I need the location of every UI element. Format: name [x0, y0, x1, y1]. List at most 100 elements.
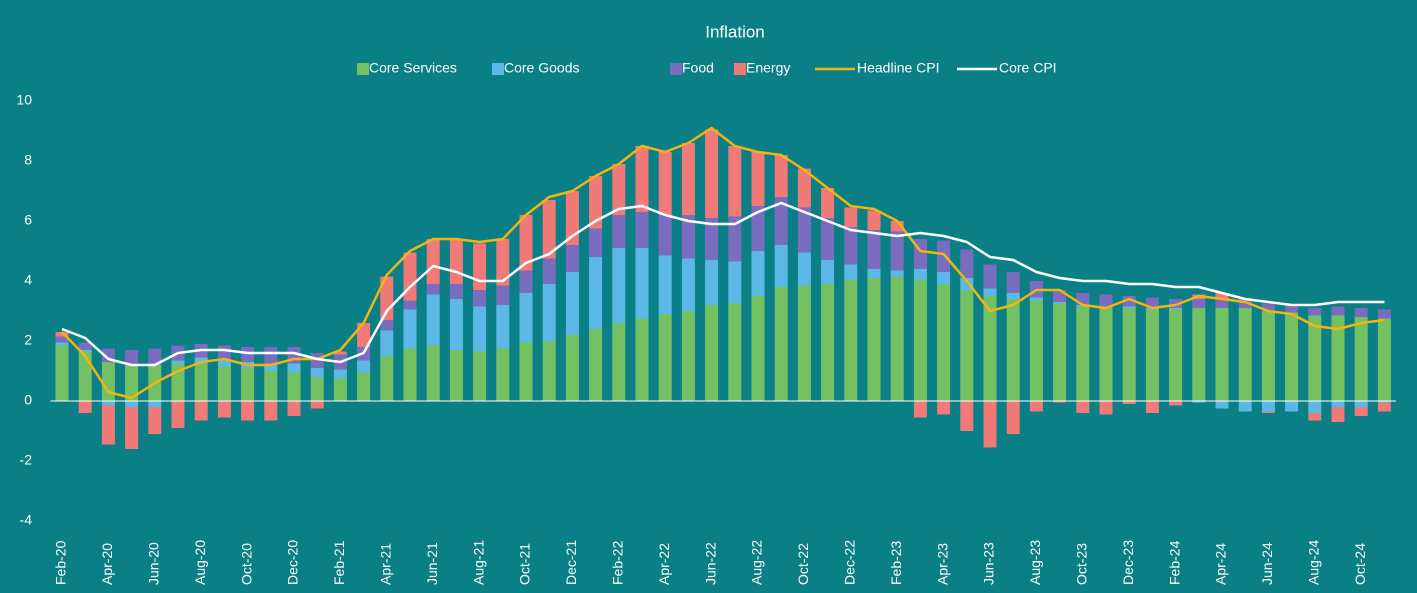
bar — [1053, 302, 1067, 304]
bar — [1145, 309, 1159, 401]
x-tick-label: Apr-23 — [934, 543, 950, 585]
bar — [1285, 312, 1299, 401]
bar — [890, 270, 904, 277]
y-tick-label: -2 — [20, 452, 33, 468]
legend-swatch — [734, 63, 746, 75]
bar — [542, 258, 556, 284]
bar — [751, 251, 765, 296]
x-tick-label: Oct-21 — [517, 543, 533, 585]
bar — [635, 318, 649, 401]
bar — [658, 255, 672, 314]
bar — [78, 351, 92, 401]
bar — [1261, 401, 1275, 412]
bar — [125, 407, 139, 449]
bar — [589, 257, 603, 329]
bar — [565, 272, 579, 335]
bar — [1238, 299, 1252, 308]
bar — [797, 285, 811, 401]
bar — [635, 248, 649, 319]
bar — [357, 360, 371, 373]
bar — [658, 152, 672, 215]
x-tick-label: Apr-21 — [378, 543, 394, 585]
bar — [496, 348, 510, 401]
bar — [1122, 296, 1136, 307]
line — [61, 201, 1385, 367]
bar — [658, 215, 672, 256]
bar — [426, 284, 440, 295]
x-tick-label: Dec-23 — [1120, 540, 1136, 585]
bar — [1192, 308, 1206, 401]
bar — [1076, 306, 1090, 401]
bar — [867, 230, 881, 269]
bar — [821, 260, 835, 284]
bar — [751, 206, 765, 251]
bar — [774, 287, 788, 401]
bar — [403, 348, 417, 401]
bar — [264, 371, 278, 401]
bar — [148, 348, 162, 365]
x-tick-label: Aug-22 — [749, 540, 765, 585]
bar — [357, 323, 371, 347]
bar — [913, 269, 927, 280]
bar — [913, 401, 927, 418]
bar — [681, 311, 695, 401]
bar — [705, 305, 719, 401]
bar — [681, 215, 695, 259]
bar — [1331, 306, 1345, 316]
bar — [705, 129, 719, 218]
bar — [287, 363, 301, 373]
bar — [1122, 308, 1136, 401]
bar — [867, 278, 881, 401]
bar — [403, 252, 417, 301]
bar — [449, 299, 463, 350]
bar — [960, 290, 974, 401]
bar — [728, 216, 742, 262]
bar — [380, 356, 394, 401]
bar — [310, 377, 324, 401]
bar — [426, 294, 440, 346]
bar — [194, 363, 208, 401]
bar — [1169, 309, 1183, 401]
bar — [774, 245, 788, 287]
bar — [1053, 303, 1067, 401]
bar — [821, 188, 835, 218]
bar — [496, 285, 510, 305]
bar — [1006, 293, 1020, 299]
bar — [797, 252, 811, 286]
bar — [751, 296, 765, 401]
bar — [797, 207, 811, 253]
legend-label: Food — [682, 60, 714, 76]
bar — [1099, 308, 1113, 401]
x-tick-label: Dec-20 — [285, 540, 301, 585]
legend-label: Energy — [746, 60, 790, 76]
bar — [542, 200, 556, 259]
bar — [774, 197, 788, 245]
bar — [333, 369, 347, 379]
bar — [1169, 308, 1183, 310]
bar — [1215, 293, 1229, 299]
bar — [1169, 299, 1183, 308]
bar — [821, 284, 835, 401]
x-tick-label: Dec-21 — [563, 540, 579, 585]
bar — [148, 401, 162, 407]
bar — [1099, 294, 1113, 307]
bar — [960, 401, 974, 431]
bar — [844, 207, 858, 227]
x-tick-label: Apr-24 — [1213, 543, 1229, 585]
bar — [774, 155, 788, 197]
bar — [1308, 401, 1322, 413]
x-tick-label: Oct-24 — [1352, 543, 1368, 585]
bar — [844, 227, 858, 265]
bar — [403, 300, 417, 310]
bar — [1354, 401, 1368, 407]
bar — [101, 401, 115, 406]
legend-label: Headline CPI — [857, 60, 940, 76]
bar — [194, 357, 208, 364]
bar — [565, 245, 579, 272]
bar — [496, 239, 510, 286]
bar — [449, 350, 463, 401]
x-tick-label: Jun-23 — [981, 542, 997, 585]
bar — [241, 368, 255, 401]
